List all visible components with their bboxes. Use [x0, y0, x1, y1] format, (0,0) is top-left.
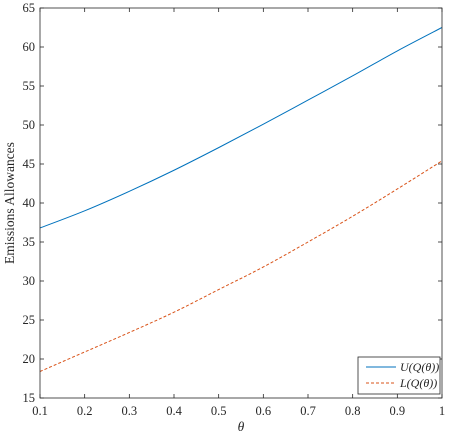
legend-box: [357, 356, 441, 395]
legend-entry-U: U(Q(θ)): [400, 360, 439, 374]
y-tick-label: 65: [23, 1, 36, 15]
x-tick-label: 0.8: [345, 404, 361, 418]
y-axis-label: Emissions Allowances: [2, 142, 17, 264]
series-line-U: [39, 27, 443, 229]
x-tick-label: 0.1: [32, 404, 48, 418]
x-axis-label: θ: [238, 419, 245, 434]
y-axis-ticks: 15 20 25 30 35 40 45 50 55 60 65: [23, 1, 442, 405]
y-tick-label: 20: [23, 352, 36, 366]
x-tick-label: 0.5: [211, 404, 227, 418]
x-tick-label: 0.4: [166, 404, 182, 418]
legend-entry-L: L(Q(θ)): [399, 376, 437, 390]
x-tick-label: 0.2: [77, 404, 93, 418]
y-tick-label: 60: [23, 40, 36, 54]
y-tick-label: 40: [23, 196, 36, 210]
y-tick-label: 15: [23, 391, 36, 405]
series-line-L: [39, 160, 443, 372]
x-tick-label: 0.9: [390, 404, 406, 418]
x-tick-label: 0.3: [122, 404, 138, 418]
y-tick-label: 55: [23, 79, 36, 93]
y-tick-label: 30: [23, 274, 36, 288]
legend: U(Q(θ)) L(Q(θ)): [357, 356, 441, 395]
plot-area: [40, 8, 442, 398]
y-tick-label: 50: [23, 118, 36, 132]
x-tick-label: 0.7: [300, 404, 316, 418]
x-tick-label: 1: [439, 404, 445, 418]
series-layer: [39, 27, 443, 372]
y-tick-label: 45: [23, 157, 36, 171]
y-tick-label: 25: [23, 313, 36, 327]
x-axis-ticks: 0.1 0.2 0.3 0.4 0.5 0.6 0.7 0.8 0.9 1: [32, 8, 445, 418]
y-tick-label: 35: [23, 235, 36, 249]
x-tick-label: 0.6: [256, 404, 272, 418]
